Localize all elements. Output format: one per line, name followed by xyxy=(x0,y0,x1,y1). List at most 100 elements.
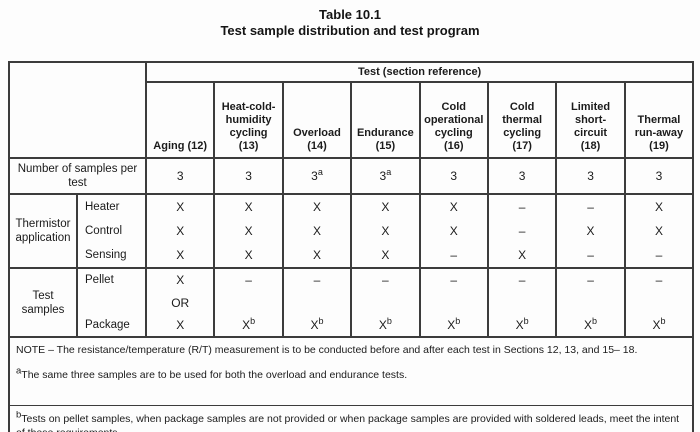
column-header-limited-short-circuit: Limited short- circuit (18) xyxy=(555,81,626,159)
samples-per-test-label: Number of samples per test xyxy=(8,157,147,195)
samples-value-cell: 3 xyxy=(486,157,558,195)
matrix-cell: X xyxy=(281,194,353,219)
matrix-cell: X xyxy=(623,194,695,219)
thermistor-heater-row: Thermistor application Heater X X X X X … xyxy=(8,193,695,269)
package-value: Xb xyxy=(584,316,598,333)
matrix-cell: X xyxy=(623,219,695,243)
package-value: Xb xyxy=(447,316,461,333)
test-section-reference-header: Test (section reference) xyxy=(144,61,695,83)
footnote-a-text: The same three samples are to be used fo… xyxy=(21,369,408,381)
column-header-heat-cold-humidity: Heat-cold- humidity cycling (13) xyxy=(213,81,284,159)
pellet-value: – xyxy=(655,273,663,287)
test-samples-row: Test samples Pellet Package X OR X – Xb xyxy=(8,267,695,338)
matrix-cell: X xyxy=(144,194,216,219)
note-text: NOTE – The resistance/temperature (R/T) … xyxy=(16,344,638,356)
pellet-value: – xyxy=(450,273,458,287)
header-row-columns: Aging (12) Heat-cold- humidity cycling (… xyxy=(9,81,695,159)
aging-pellet-or-package-cell: X OR X xyxy=(144,267,216,338)
package-value: Xb xyxy=(652,316,666,333)
table-title: Table 10.1 Test sample distribution and … xyxy=(0,0,700,39)
pellet-package-value-cell: – Xb xyxy=(418,267,489,338)
column-header-aging: Aging (12) xyxy=(144,81,216,159)
table-number: Table 10.1 xyxy=(319,7,381,22)
column-header-overload: Overload (14) xyxy=(281,81,353,159)
matrix-cell: X xyxy=(213,219,284,243)
samples-value-cell: 3 xyxy=(555,157,626,195)
matrix-cell: – xyxy=(623,243,695,268)
thermistor-control-row: Control X X X X X – X X xyxy=(9,219,695,243)
footnote-a-marker: a xyxy=(16,365,22,377)
pellet-package-label-cell: Pellet Package xyxy=(76,267,147,338)
footnote-ref: b xyxy=(455,316,461,326)
footnote-ref: b xyxy=(318,316,324,326)
package-value: Xb xyxy=(378,316,392,333)
package-value: Xb xyxy=(515,316,529,333)
column-header-thermal-runaway: Thermal run-away (19) xyxy=(623,81,695,159)
or-label: OR xyxy=(171,295,190,310)
matrix-cell: X xyxy=(281,243,353,268)
note-cell: NOTE – The resistance/temperature (R/T) … xyxy=(7,336,695,406)
footnote-ref: b xyxy=(660,316,666,326)
footnote-b-marker: b xyxy=(16,409,22,421)
matrix-cell: X xyxy=(350,219,421,243)
matrix-cell: X xyxy=(350,243,421,268)
pellet-value: – xyxy=(518,273,526,287)
table-caption: Test sample distribution and test progra… xyxy=(220,23,480,38)
test-samples-group-label: Test samples xyxy=(8,267,78,338)
corner-blank-cell xyxy=(8,61,147,159)
package-value: Xb xyxy=(310,316,324,333)
pellet-value: – xyxy=(587,273,594,287)
samples-value-cell: 3a xyxy=(350,157,421,195)
column-header-endurance: Endurance (15) xyxy=(350,81,421,159)
pellet-package-value-cell: – Xb xyxy=(555,267,626,338)
heater-row-label: Heater xyxy=(76,194,147,219)
matrix-cell: X xyxy=(418,194,489,219)
footnote-ref: b xyxy=(386,316,392,326)
matrix-cell: X xyxy=(213,243,284,268)
column-header-cold-thermal: Cold thermal cycling (17) xyxy=(486,81,558,159)
pellet-value: X xyxy=(176,273,185,287)
header-row-test-reference: Test (section reference) xyxy=(8,61,695,159)
pellet-value: – xyxy=(382,273,389,287)
test-program-table: Test (section reference) Aging (12) Heat… xyxy=(7,61,695,432)
footnote-b-text: Tests on pellet samples, when package sa… xyxy=(16,413,680,432)
footnote-b: bTests on pellet samples, when package s… xyxy=(16,409,684,432)
matrix-cell: – xyxy=(555,194,626,219)
matrix-cell: – xyxy=(486,194,558,219)
matrix-cell: – xyxy=(486,219,558,243)
pellet-package-value-cell: – Xb xyxy=(350,267,421,338)
pellet-package-value-cell: – Xb xyxy=(281,267,353,338)
package-label: Package xyxy=(85,319,130,331)
control-row-label: Control xyxy=(76,219,147,243)
matrix-cell: X xyxy=(486,243,558,268)
samples-value-cell: 3 xyxy=(623,157,695,195)
pellet-package-value-cell: – Xb xyxy=(486,267,558,338)
pellet-label: Pellet xyxy=(85,274,114,286)
matrix-cell: X xyxy=(418,219,489,243)
footnote-ref: b xyxy=(523,316,529,326)
matrix-cell: – xyxy=(555,243,626,268)
matrix-cell: X xyxy=(281,219,353,243)
matrix-cell: X xyxy=(144,219,216,243)
column-header-cold-operational: Cold operational cycling (16) xyxy=(418,81,489,159)
footnote-b-cell: bTests on pellet samples, when package s… xyxy=(7,405,695,432)
matrix-cell: X xyxy=(144,243,216,268)
pellet-package-value-cell: – Xb xyxy=(213,267,284,338)
package-value: Xb xyxy=(242,316,256,333)
sensing-row-label: Sensing xyxy=(76,243,147,268)
samples-value-cell: 3a xyxy=(281,157,353,195)
samples-per-test-row: Number of samples per test 3 3 3a 3a 3 3… xyxy=(8,157,695,195)
footnote-a: aThe same three samples are to be used f… xyxy=(16,365,684,382)
thermistor-application-group-label: Thermistor application xyxy=(8,193,78,269)
footnote-ref: b xyxy=(592,316,598,326)
pellet-value: – xyxy=(313,273,321,287)
footnote-ref: b xyxy=(250,316,256,326)
pellet-value: – xyxy=(245,273,252,287)
samples-value-cell: 3 xyxy=(213,157,284,195)
pellet-package-value-cell: – Xb xyxy=(623,267,695,338)
note-row: NOTE – The resistance/temperature (R/T) … xyxy=(7,336,695,406)
matrix-cell: X xyxy=(213,194,284,219)
footnote-b-row: bTests on pellet samples, when package s… xyxy=(7,405,695,432)
matrix-cell: X xyxy=(555,219,626,243)
